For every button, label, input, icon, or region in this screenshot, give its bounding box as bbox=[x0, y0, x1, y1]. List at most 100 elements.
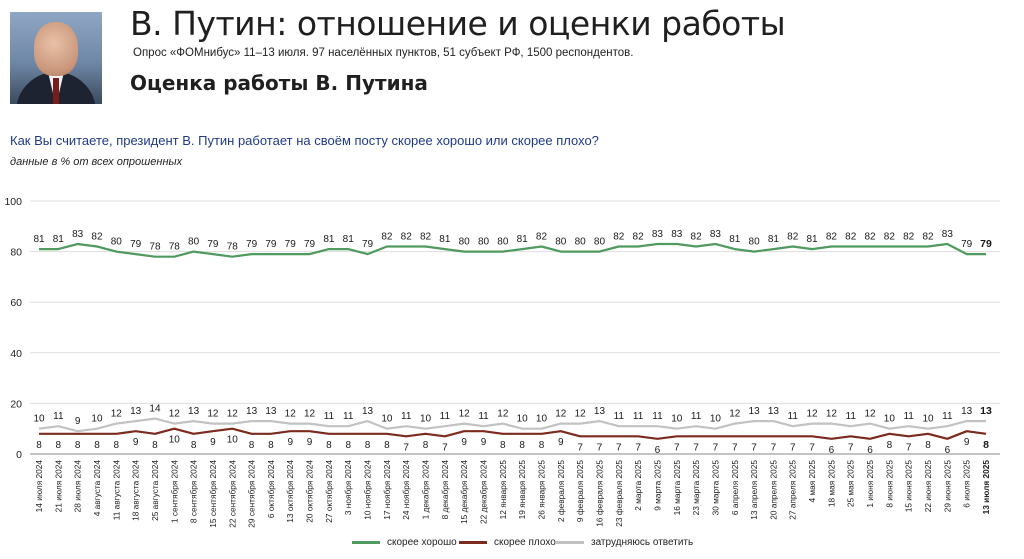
x-tick-label: 1 декабря 2024 bbox=[421, 460, 431, 520]
data-label-hard: 11 bbox=[53, 411, 64, 422]
data-label-bad: 7 bbox=[635, 442, 641, 453]
x-tick-label: 25 августа 2024 bbox=[150, 460, 160, 521]
data-label-good: 79 bbox=[362, 239, 374, 250]
data-label-hard: 13 bbox=[246, 406, 258, 417]
x-tick-label: 20 апреля 2025 bbox=[768, 460, 778, 520]
x-tick-label: 1 июня 2025 bbox=[865, 460, 875, 508]
x-tick-label: 27 апреля 2025 bbox=[788, 460, 798, 520]
x-tick-label: 29 сентября 2024 bbox=[247, 460, 257, 528]
data-label-good: 80 bbox=[188, 237, 200, 248]
data-label-good: 81 bbox=[768, 234, 780, 245]
data-label-bad: 9 bbox=[133, 437, 139, 448]
data-label-good: 82 bbox=[787, 232, 799, 243]
data-label-hard: 11 bbox=[324, 411, 335, 422]
data-label-good: 79 bbox=[265, 239, 277, 250]
x-tick-label: 16 марта 2025 bbox=[672, 460, 682, 516]
data-label-hard: 11 bbox=[788, 411, 799, 422]
data-label-hard: 10 bbox=[91, 414, 103, 425]
data-label-good: 82 bbox=[633, 232, 645, 243]
x-tick-label: 14 июля 2024 bbox=[34, 460, 44, 513]
legend-swatch-good bbox=[352, 540, 380, 544]
data-label-bad: 7 bbox=[906, 442, 912, 453]
data-label-bad: 7 bbox=[693, 442, 699, 453]
y-tick-label: 80 bbox=[10, 247, 22, 259]
data-label-hard: 10 bbox=[671, 414, 683, 425]
legend-item-good: скорее хорошо bbox=[352, 535, 457, 549]
data-label-bad: 7 bbox=[713, 442, 719, 453]
y-tick-label: 40 bbox=[10, 348, 22, 360]
data-label-good: 80 bbox=[478, 237, 490, 248]
data-label-bad: 8 bbox=[94, 440, 100, 451]
data-label-good: 80 bbox=[111, 237, 123, 248]
data-label-good: 80 bbox=[594, 237, 606, 248]
data-label-good: 81 bbox=[53, 234, 65, 245]
data-label-hard: 12 bbox=[207, 409, 219, 420]
data-label-hard: 13 bbox=[130, 406, 142, 417]
data-label-hard: 13 bbox=[594, 406, 606, 417]
data-label-good: 78 bbox=[227, 242, 239, 253]
data-label-good: 82 bbox=[845, 232, 857, 243]
data-label-hard: 13 bbox=[749, 406, 761, 417]
data-label-bad: 7 bbox=[442, 442, 448, 453]
legend-swatch-hard bbox=[556, 540, 584, 544]
x-tick-label: 24 ноября 2024 bbox=[401, 460, 411, 520]
x-tick-label: 23 февраля 2025 bbox=[614, 460, 624, 527]
x-tick-label: 23 марта 2025 bbox=[691, 460, 701, 516]
data-label-hard: 11 bbox=[401, 411, 412, 422]
x-tick-label: 30 марта 2025 bbox=[710, 460, 720, 516]
x-tick-label: 28 июля 2024 bbox=[73, 460, 83, 513]
data-label-bad: 8 bbox=[326, 440, 332, 451]
data-label-good: 82 bbox=[91, 232, 103, 243]
data-label-bad: 8 bbox=[152, 440, 158, 451]
data-label-good: 79 bbox=[246, 239, 258, 250]
x-tick-label: 12 января 2025 bbox=[498, 460, 508, 520]
data-label-good: 82 bbox=[420, 232, 432, 243]
data-label-bad: 8 bbox=[345, 440, 351, 451]
data-label-good: 82 bbox=[864, 232, 876, 243]
data-label-bad: 8 bbox=[114, 440, 120, 451]
series-line-good bbox=[39, 242, 986, 258]
x-tick-label: 9 февраля 2025 bbox=[575, 460, 585, 522]
data-label-hard: 11 bbox=[691, 411, 702, 422]
data-label-good: 78 bbox=[169, 242, 181, 253]
x-tick-label: 4 мая 2025 bbox=[807, 460, 817, 503]
data-label-good: 83 bbox=[72, 229, 84, 240]
x-tick-label: 8 сентября 2024 bbox=[189, 460, 199, 523]
x-tick-label: 21 июля 2024 bbox=[53, 460, 63, 513]
x-tick-label: 3 ноября 2024 bbox=[343, 460, 353, 516]
x-tick-label: 13 октября 2024 bbox=[285, 460, 295, 523]
data-label-bad: 6 bbox=[655, 445, 661, 456]
data-label-hard: 12 bbox=[826, 409, 838, 420]
data-label-good: 81 bbox=[33, 234, 45, 245]
legend-item-hard: затрудняюсь ответить bbox=[556, 535, 693, 549]
data-label-good: 83 bbox=[671, 229, 683, 240]
data-label-bad: 6 bbox=[867, 445, 873, 456]
x-tick-label: 8 июня 2025 bbox=[884, 460, 894, 508]
president-photo bbox=[10, 12, 102, 104]
data-label-good: 81 bbox=[517, 234, 529, 245]
legend-label-bad: скорее плохо bbox=[494, 536, 556, 548]
data-label-hard: 12 bbox=[575, 409, 587, 420]
data-label-hard: 10 bbox=[381, 414, 393, 425]
data-label-bad: 9 bbox=[287, 437, 293, 448]
data-label-good: 79 bbox=[130, 239, 142, 250]
photo-face bbox=[34, 22, 78, 76]
data-label-good: 82 bbox=[691, 232, 703, 243]
x-tick-label: 20 октября 2024 bbox=[305, 460, 315, 523]
data-label-bad: 10 bbox=[227, 435, 239, 446]
data-label-good: 82 bbox=[381, 232, 393, 243]
data-label-hard: 11 bbox=[846, 411, 857, 422]
data-label-bad: 9 bbox=[307, 437, 313, 448]
data-note: данные в % от всех опрошенных bbox=[10, 156, 183, 168]
section-subtitle: Оценка работы В. Путина bbox=[130, 71, 428, 95]
data-label-bad: 7 bbox=[597, 442, 603, 453]
data-label-hard: 14 bbox=[149, 404, 161, 415]
photo-tie bbox=[53, 78, 59, 104]
legend-item-bad: скорее плохо bbox=[459, 535, 556, 549]
data-label-good: 81 bbox=[729, 234, 741, 245]
x-tick-label: 15 июня 2025 bbox=[904, 460, 914, 513]
x-tick-label: 22 сентября 2024 bbox=[227, 460, 237, 528]
x-tick-label: 2 марта 2025 bbox=[633, 460, 643, 511]
data-label-hard: 13 bbox=[188, 406, 200, 417]
